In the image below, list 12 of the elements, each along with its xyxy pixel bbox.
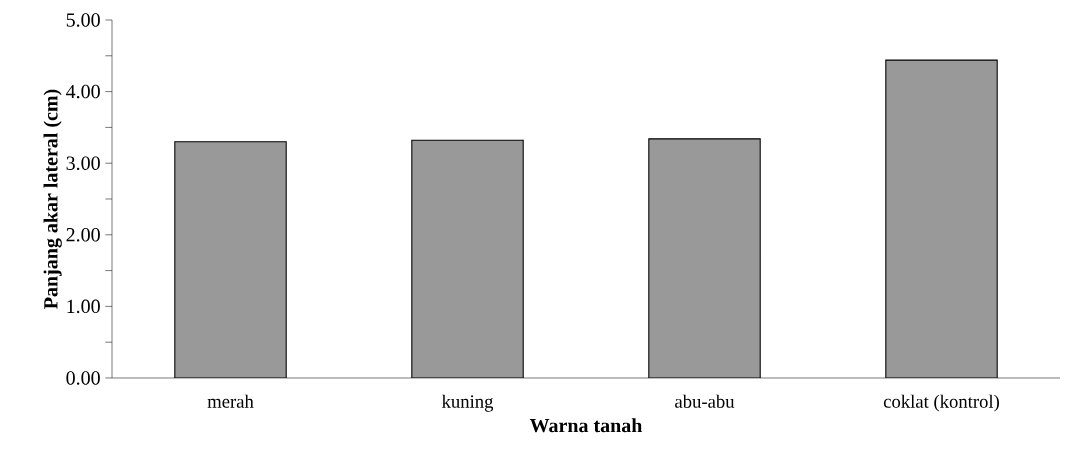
x-tick-label: kuning <box>441 394 494 412</box>
x-tick-label: abu-abu <box>675 394 735 408</box>
y-tick-label: 4.00 <box>66 84 100 99</box>
y-tick-label: 1.00 <box>67 299 100 314</box>
x-axis-title: Warna tanah <box>529 418 643 433</box>
y-tick-label: 5.00 <box>66 13 100 27</box>
y-tick-label: 3.00 <box>66 156 100 170</box>
y-tick-label: 0.00 <box>66 371 100 385</box>
x-tick-label: merah <box>207 394 254 408</box>
x-tick-label: coklat (kontrol) <box>883 394 999 412</box>
y-axis-title: Panjang akar lateral (cm) <box>43 89 62 309</box>
y-tick-label: 2.00 <box>66 228 100 242</box>
